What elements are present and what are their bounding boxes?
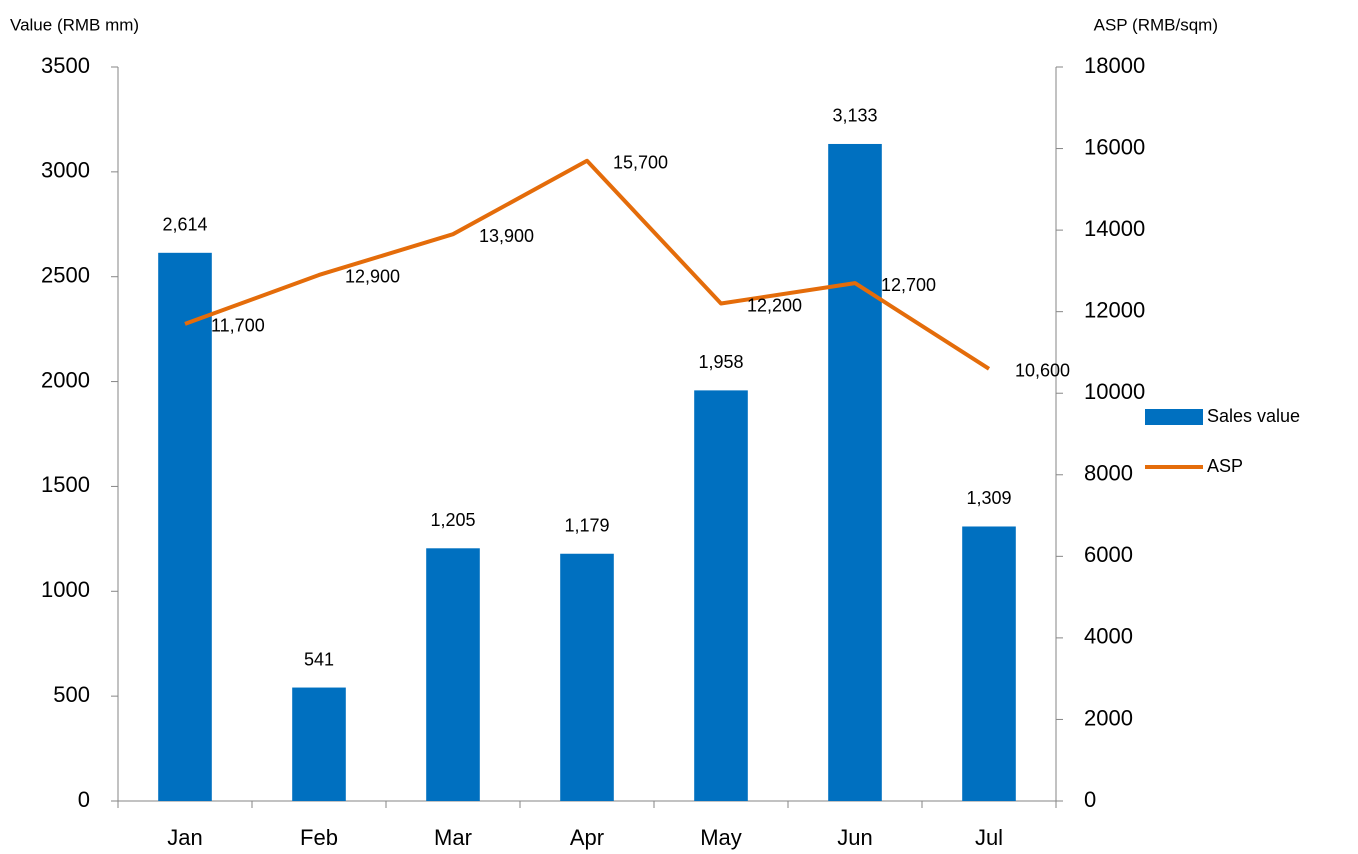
y2-tick-label: 10000 xyxy=(1084,379,1145,404)
bar xyxy=(828,143,882,801)
data-label: 1,309 xyxy=(966,488,1011,508)
x-tick-label: Jul xyxy=(975,825,1003,850)
y2-tick-label: 12000 xyxy=(1084,297,1145,322)
bar xyxy=(292,687,346,801)
y-axis-title: Value (RMB mm) xyxy=(10,15,139,34)
y2-tick-label: 6000 xyxy=(1084,542,1133,567)
y-tick-label: 0 xyxy=(78,787,90,812)
y-tick-label: 2000 xyxy=(41,367,90,392)
y2-tick-label: 4000 xyxy=(1084,624,1133,649)
x-tick-label: Jan xyxy=(167,825,202,850)
y-tick-label: 3000 xyxy=(41,158,90,183)
x-tick-label: Apr xyxy=(570,825,604,850)
y2-tick-label: 0 xyxy=(1084,787,1096,812)
line xyxy=(184,158,991,371)
x-tick-label: Jun xyxy=(837,825,872,850)
data-label: 15,700 xyxy=(613,153,668,173)
x-tick-label: May xyxy=(700,825,742,850)
y-tick-label: 3500 xyxy=(41,53,90,78)
x-tick-label: Feb xyxy=(300,825,338,850)
y2-tick-label: 14000 xyxy=(1084,216,1145,241)
data-label: 12,700 xyxy=(881,275,936,295)
data-label: 10,600 xyxy=(1015,361,1070,381)
y2-tick-label: 18000 xyxy=(1084,53,1145,78)
data-label: 2,614 xyxy=(162,215,207,235)
bar xyxy=(426,548,480,801)
data-label: 12,900 xyxy=(345,267,400,287)
data-label: 1,205 xyxy=(430,510,475,530)
legend-swatch xyxy=(1145,409,1203,425)
x-tick-label: Mar xyxy=(434,825,472,850)
y-tick-label: 1000 xyxy=(41,577,90,602)
legend-label: Sales value xyxy=(1207,406,1300,426)
data-label: 541 xyxy=(304,649,334,669)
data-label: 12,200 xyxy=(747,295,802,315)
y2-tick-label: 2000 xyxy=(1084,705,1133,730)
data-label: 3,133 xyxy=(832,106,877,126)
data-label: 11,700 xyxy=(211,316,265,336)
y2-axis-title: ASP (RMB/sqm) xyxy=(1094,15,1218,34)
y-tick-label: 2500 xyxy=(41,263,90,288)
data-label: 1,179 xyxy=(564,515,609,535)
bar xyxy=(694,390,748,801)
data-label: 1,958 xyxy=(698,352,743,372)
bar xyxy=(158,252,212,801)
y2-tick-label: 8000 xyxy=(1084,461,1133,486)
y-tick-label: 1500 xyxy=(41,472,90,497)
bar xyxy=(560,553,614,801)
data-label: 13,900 xyxy=(479,226,534,246)
bar xyxy=(962,526,1016,801)
y-tick-label: 500 xyxy=(53,682,90,707)
y2-tick-label: 16000 xyxy=(1084,134,1145,159)
legend-label: ASP xyxy=(1207,456,1243,476)
